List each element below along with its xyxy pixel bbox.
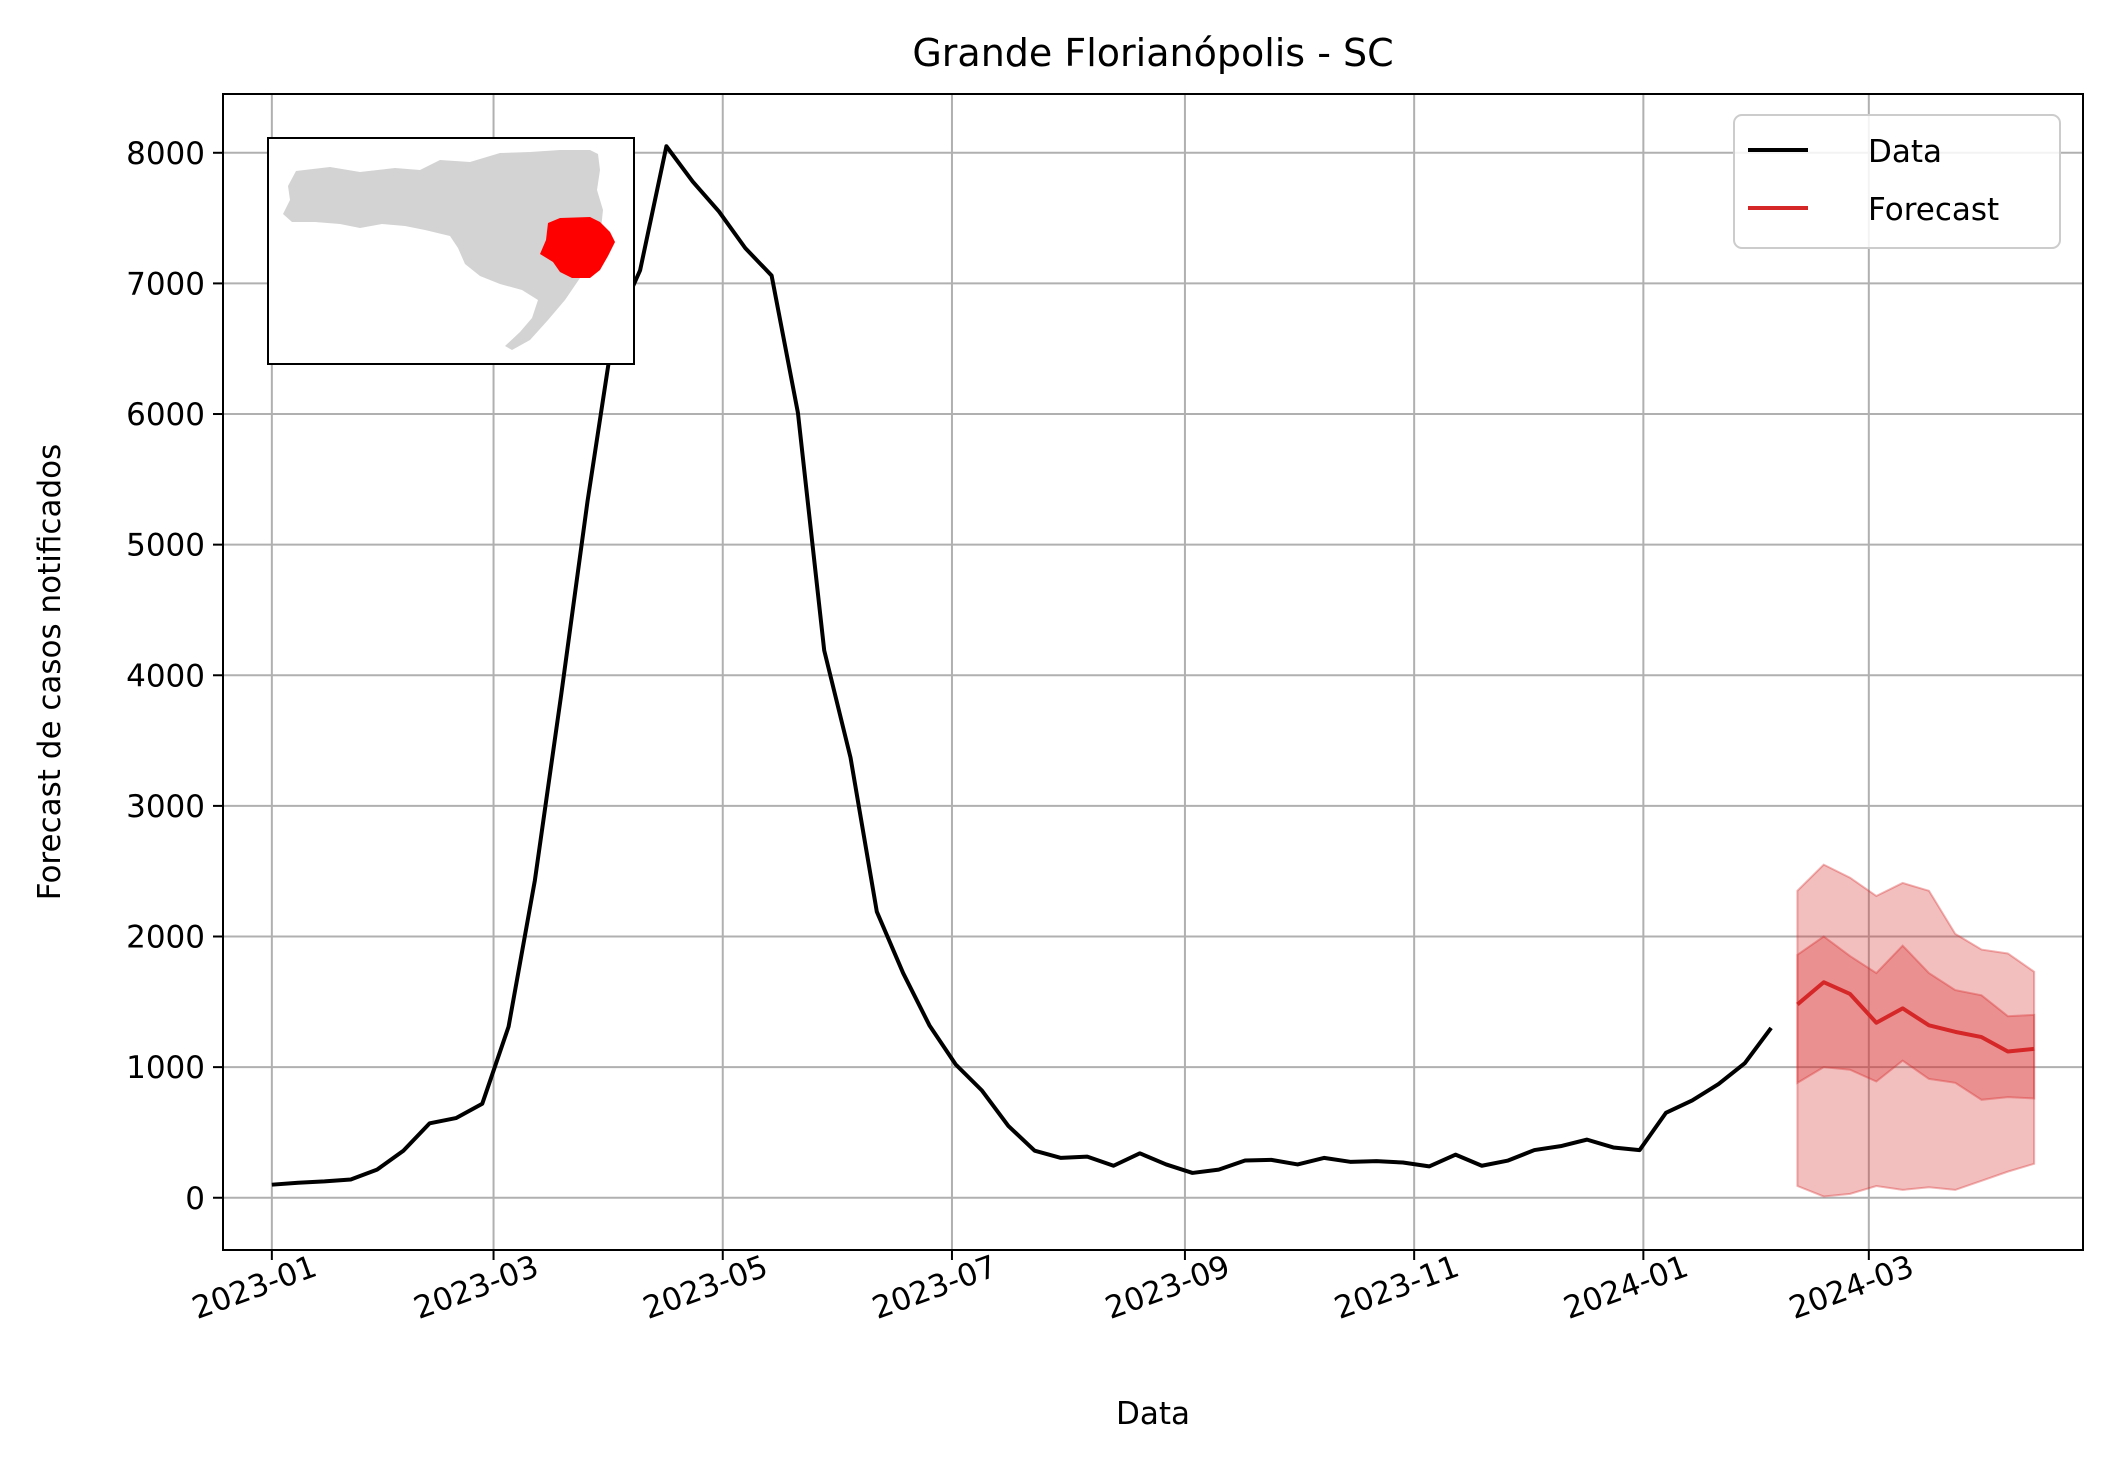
y-tick-label: 5000 <box>126 528 205 564</box>
y-tick-label: 6000 <box>126 397 205 433</box>
chart-title: Grande Florianópolis - SC <box>912 31 1393 75</box>
y-tick-label: 1000 <box>126 1050 205 1086</box>
legend: Data Forecast <box>1733 114 2061 249</box>
y-tick-label: 3000 <box>126 789 205 825</box>
legend-box <box>1733 114 2061 249</box>
state-shape <box>283 150 603 350</box>
legend-label-data: Data <box>1868 134 1942 170</box>
y-tick-label: 7000 <box>126 266 205 302</box>
highlighted-region <box>540 217 615 278</box>
y-tick-label: 0 <box>185 1181 205 1217</box>
inset-map <box>267 137 635 365</box>
plot-frame <box>222 93 2084 1251</box>
forecast-series-line <box>1796 980 2035 1054</box>
y-axis-label: Forecast de casos notificados <box>32 444 68 901</box>
y-tick-label: 4000 <box>126 658 205 694</box>
data-series-line <box>271 144 1773 1187</box>
y-tick-label: 8000 <box>126 136 205 172</box>
forecast-outer-band <box>1796 863 2036 1198</box>
legend-label-forecast: Forecast <box>1868 192 1999 228</box>
series-lines <box>271 144 2035 1187</box>
x-axis-label: Data <box>1116 1396 1190 1432</box>
y-tick-label: 2000 <box>126 920 205 956</box>
